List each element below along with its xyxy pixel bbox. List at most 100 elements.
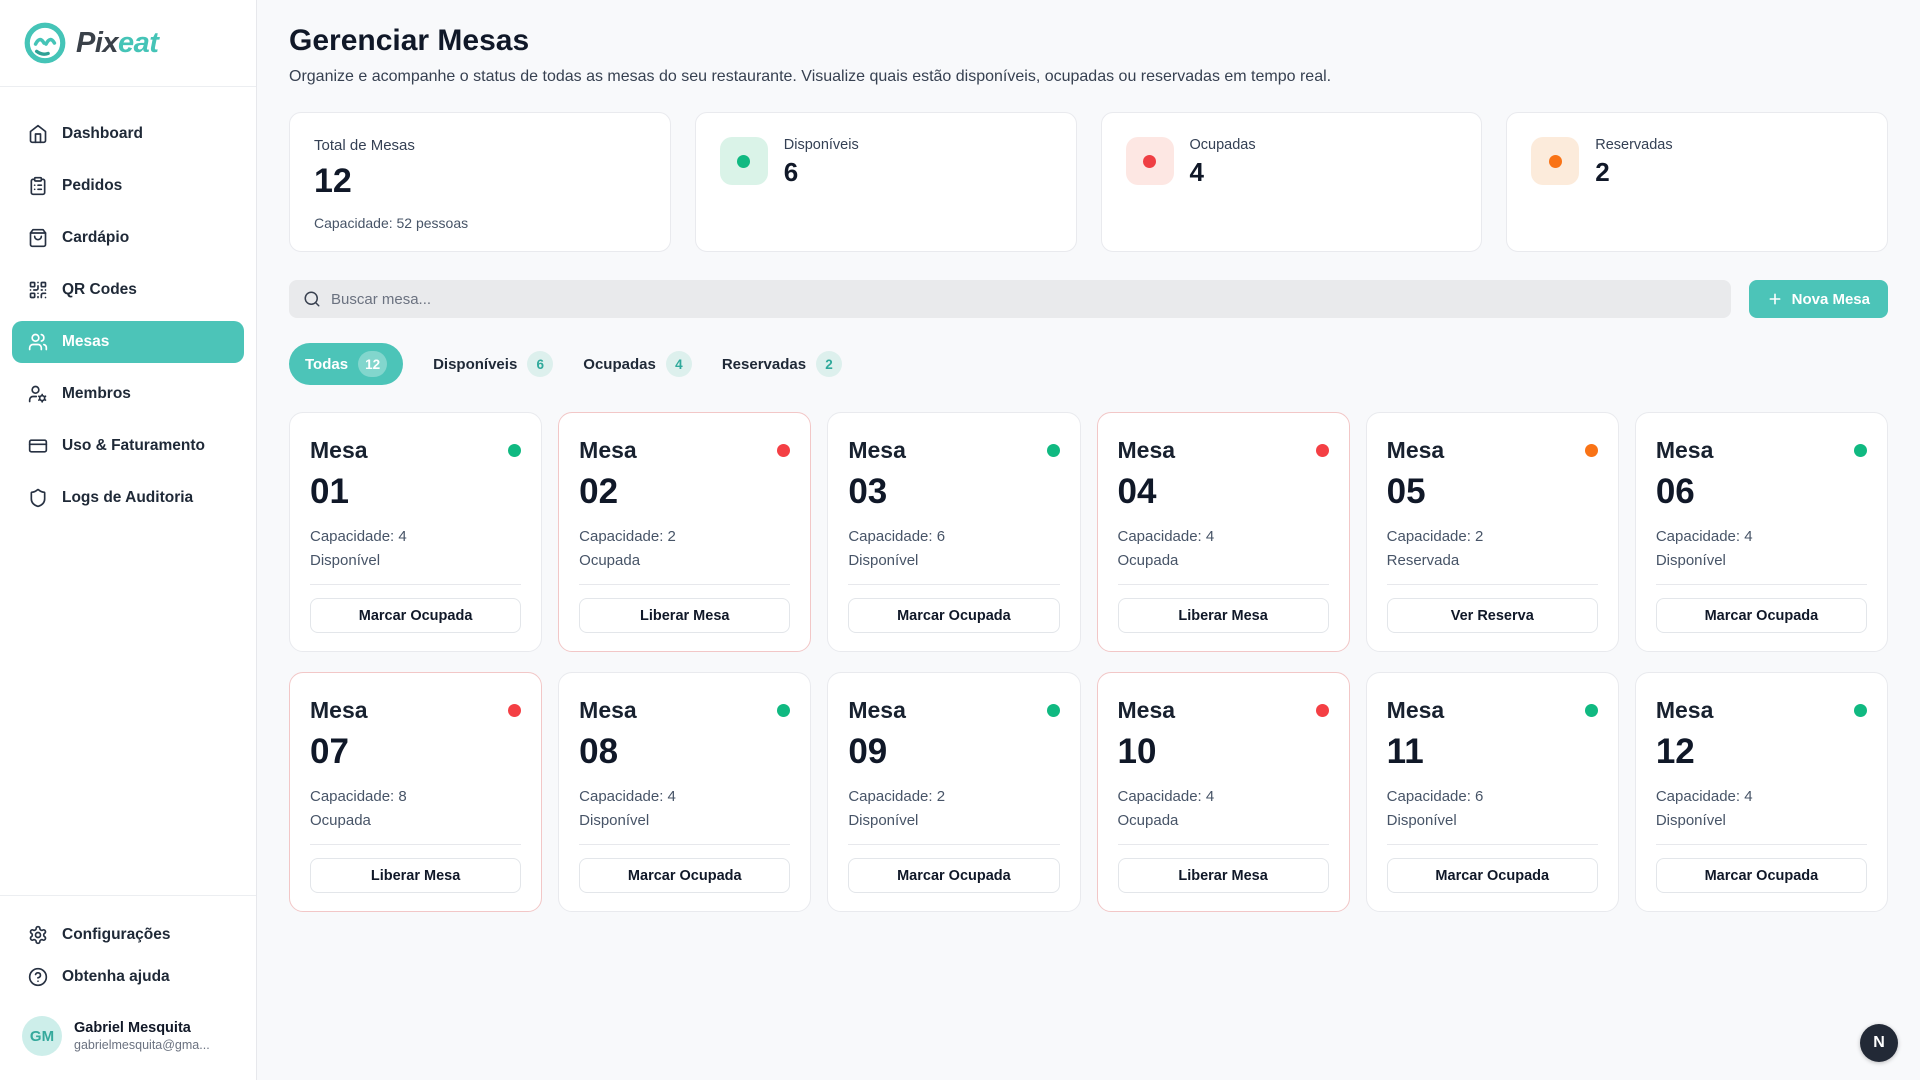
sidebar-item-mesas[interactable]: Mesas — [12, 321, 244, 363]
tab-label: Todas — [305, 355, 349, 373]
tab-reservadas[interactable]: Reservadas 2 — [721, 351, 843, 377]
status-dot-icon — [508, 444, 522, 457]
page-title: Gerenciar Mesas — [289, 24, 530, 57]
mesa-card-title: Mesa — [579, 697, 637, 723]
divider — [1655, 844, 1867, 845]
stat-value: 12 — [314, 162, 352, 200]
mesa-action-button[interactable]: Liberar Mesa — [310, 858, 522, 893]
tab-disponiveis[interactable]: Disponíveis 6 — [433, 351, 554, 377]
mesa-status: Reservada — [1386, 552, 1460, 569]
stat-card-reservadas: Reservadas 2 — [1506, 112, 1888, 252]
reserved-status-icon — [1531, 137, 1580, 185]
mesa-card-title: Mesa — [1117, 697, 1176, 723]
stats-row: Total de Mesas 12 Capacidade: 52 pessoas… — [289, 112, 1888, 252]
nova-mesa-button[interactable]: Nova Mesa — [1748, 280, 1888, 318]
status-dot-icon — [508, 704, 522, 717]
sidebar-item-membros[interactable]: Membros — [12, 373, 244, 415]
status-dot-icon — [1046, 704, 1060, 717]
mesa-capacity: Capacidade: 2 — [579, 528, 676, 545]
sidebar-item-dashboard[interactable]: Dashboard — [12, 113, 244, 155]
sidebar-item-logs-auditoria[interactable]: Logs de Auditoria — [12, 477, 244, 519]
tab-count-badge: 12 — [358, 351, 388, 377]
divider — [1386, 844, 1598, 845]
mesa-number: 09 — [848, 732, 888, 771]
sidebar-item-qr-codes[interactable]: QR Codes — [12, 269, 244, 311]
mesa-action-button[interactable]: Marcar Ocupada — [1655, 598, 1867, 633]
status-dot-icon — [1584, 444, 1598, 457]
status-dot-icon — [1046, 444, 1060, 457]
mesa-card-title: Mesa — [848, 437, 906, 463]
stat-card-total: Total de Mesas 12 Capacidade: 52 pessoas — [289, 112, 671, 252]
stat-value: 2 — [1595, 157, 1610, 187]
nova-mesa-label: Nova Mesa — [1791, 290, 1870, 308]
mesa-action-button[interactable]: Liberar Mesa — [1117, 858, 1329, 893]
mesa-action-button[interactable]: Liberar Mesa — [1117, 598, 1329, 633]
qr-code-icon — [29, 281, 47, 299]
sidebar-nav: Dashboard Pedidos Cardápio QR Codes Mesa… — [0, 87, 256, 519]
credit-card-icon — [28, 439, 48, 453]
available-status-icon — [719, 137, 768, 185]
sidebar-item-label: Dashboard — [62, 125, 143, 142]
help-circle-icon — [28, 967, 48, 987]
status-dot-icon — [777, 704, 791, 717]
mesa-capacity: Capacidade: 2 — [1386, 528, 1484, 545]
mesa-action-button[interactable]: Marcar Ocupada — [310, 598, 522, 633]
status-dot-icon — [1315, 444, 1329, 457]
brand-name: Pixeat — [76, 26, 159, 59]
mesa-number: 06 — [1655, 472, 1695, 511]
stat-label: Disponíveis — [783, 137, 859, 153]
sidebar-item-ajuda[interactable]: Obtenha ajuda — [12, 956, 244, 998]
sidebar-footer: Configurações Obtenha ajuda GM Gabriel M… — [0, 895, 256, 1080]
tab-count-badge: 6 — [527, 351, 554, 377]
mesa-action-button[interactable]: Liberar Mesa — [579, 598, 791, 633]
nextjs-dev-badge[interactable]: N — [1860, 1024, 1898, 1062]
user-email: gabrielmesquita@gma... — [74, 1038, 210, 1052]
sidebar-item-cardapio[interactable]: Cardápio — [12, 217, 244, 259]
user-name: Gabriel Mesquita — [74, 1020, 191, 1036]
mesa-status: Ocupada — [310, 812, 371, 829]
divider — [1386, 584, 1598, 585]
tab-count-badge: 2 — [816, 351, 843, 377]
tab-label: Reservadas — [721, 355, 807, 373]
mesa-card-title: Mesa — [579, 437, 637, 463]
divider — [310, 844, 522, 845]
mesa-action-button[interactable]: Marcar Ocupada — [579, 858, 791, 893]
search-input[interactable] — [331, 290, 1717, 308]
user-gear-icon — [28, 385, 47, 403]
user-profile[interactable]: GM Gabriel Mesquita gabrielmesquita@gma.… — [12, 998, 244, 1062]
mesa-status: Ocupada — [1117, 812, 1179, 829]
status-dot-icon — [1315, 704, 1329, 717]
tab-ocupadas[interactable]: Ocupadas 4 — [583, 351, 692, 377]
mesa-action-button[interactable]: Marcar Ocupada — [848, 598, 1060, 633]
mesa-card: Mesa 02 Capacidade: 2 Ocupada Liberar Me… — [558, 412, 812, 652]
page-subtitle: Organize e acompanhe o status de todas a… — [289, 68, 1332, 85]
mesa-status: Ocupada — [579, 552, 641, 569]
mesa-card-title: Mesa — [310, 437, 368, 463]
mesa-number: 03 — [848, 472, 888, 511]
mesa-number: 08 — [579, 732, 619, 771]
sidebar: Pixeat Dashboard Pedidos Cardápio QR Cod… — [0, 0, 257, 1080]
avatar: GM — [22, 1016, 62, 1056]
tab-todas[interactable]: Todas 12 — [289, 343, 404, 385]
sidebar-item-configuracoes[interactable]: Configurações — [12, 914, 244, 956]
stat-label: Reservadas — [1595, 137, 1673, 153]
mesa-status: Disponível — [1386, 812, 1457, 829]
mesa-card: Mesa 08 Capacidade: 4 Disponível Marcar … — [558, 672, 812, 912]
mesa-number: 10 — [1117, 732, 1157, 771]
mesa-card-title: Mesa — [1386, 437, 1445, 463]
mesa-action-button[interactable]: Marcar Ocupada — [1655, 858, 1867, 893]
bag-icon — [29, 228, 47, 248]
mesa-action-button[interactable]: Ver Reserva — [1386, 598, 1598, 633]
mesa-capacity: Capacidade: 2 — [848, 788, 946, 805]
mesa-card: Mesa 04 Capacidade: 4 Ocupada Liberar Me… — [1096, 412, 1350, 652]
search-box[interactable] — [289, 280, 1731, 318]
status-dot-icon — [1854, 444, 1867, 457]
mesa-card: Mesa 09 Capacidade: 2 Disponível Marcar … — [827, 672, 1081, 912]
divider — [1655, 584, 1867, 585]
mesa-card: Mesa 10 Capacidade: 4 Ocupada Liberar Me… — [1096, 672, 1350, 912]
mesa-action-button[interactable]: Marcar Ocupada — [848, 858, 1060, 893]
mesa-action-button[interactable]: Marcar Ocupada — [1386, 858, 1598, 893]
sidebar-item-uso-faturamento[interactable]: Uso & Faturamento — [12, 425, 244, 467]
sidebar-item-pedidos[interactable]: Pedidos — [12, 165, 244, 207]
mesa-capacity: Capacidade: 4 — [579, 788, 676, 805]
